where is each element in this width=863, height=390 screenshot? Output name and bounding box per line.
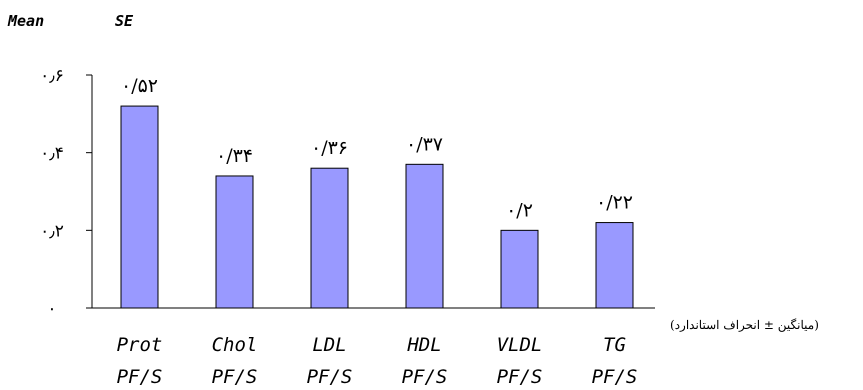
y-tick-label: ۰٫۴ — [40, 144, 64, 164]
category-label: HDL — [406, 334, 441, 356]
bar-prot — [120, 105, 159, 309]
bar-ldl — [310, 167, 349, 309]
bar-chol — [215, 175, 254, 309]
y-tick-label: ۰ — [47, 299, 56, 319]
category-label: Chol — [212, 334, 258, 356]
data-label: ۰/۵۲ — [121, 75, 158, 97]
data-label: ۰/۳۷ — [406, 133, 443, 155]
data-label: ۰/۳۶ — [311, 137, 348, 159]
category-label-group: Prot PF/S Chol PF/S LDL PF/S HDL PF/S VLDL PF/S TG… — [117, 334, 638, 388]
bar-hdl — [405, 163, 444, 309]
category-label: LDL — [312, 334, 346, 356]
category-sublabel: PF/S — [212, 366, 258, 388]
data-label-group: ۰/۵۲ ۰/۳۴ ۰/۳۶ ۰/۳۷ ۰/۲ ۰/۲۲ — [121, 75, 633, 221]
y-tick-label: ۰٫۶ — [40, 66, 64, 86]
category-sublabel: PF/S — [497, 366, 543, 388]
bar-group — [120, 105, 634, 309]
axis-caption: (میانگین ± انحراف استاندارد) — [670, 318, 819, 332]
mean-header: Mean — [7, 12, 44, 30]
se-header: SE — [115, 12, 134, 30]
data-label: ۰/۲ — [506, 199, 533, 221]
category-sublabel: PF/S — [592, 366, 638, 388]
data-label: ۰/۲۲ — [596, 192, 633, 214]
category-label: Prot — [117, 334, 163, 356]
bar-tg — [595, 222, 634, 309]
y-tick-group: ۰ ۰٫۲ ۰٫۴ ۰٫۶ — [40, 66, 92, 319]
category-sublabel: PF/S — [117, 366, 163, 388]
category-label: VLDL — [497, 334, 543, 356]
category-sublabel: PF/S — [307, 366, 353, 388]
data-label: ۰/۳۴ — [216, 145, 253, 167]
y-tick-label: ۰٫۲ — [40, 221, 64, 241]
category-label: TG — [603, 334, 626, 356]
bar-vldl — [500, 229, 539, 309]
category-sublabel: PF/S — [402, 366, 448, 388]
